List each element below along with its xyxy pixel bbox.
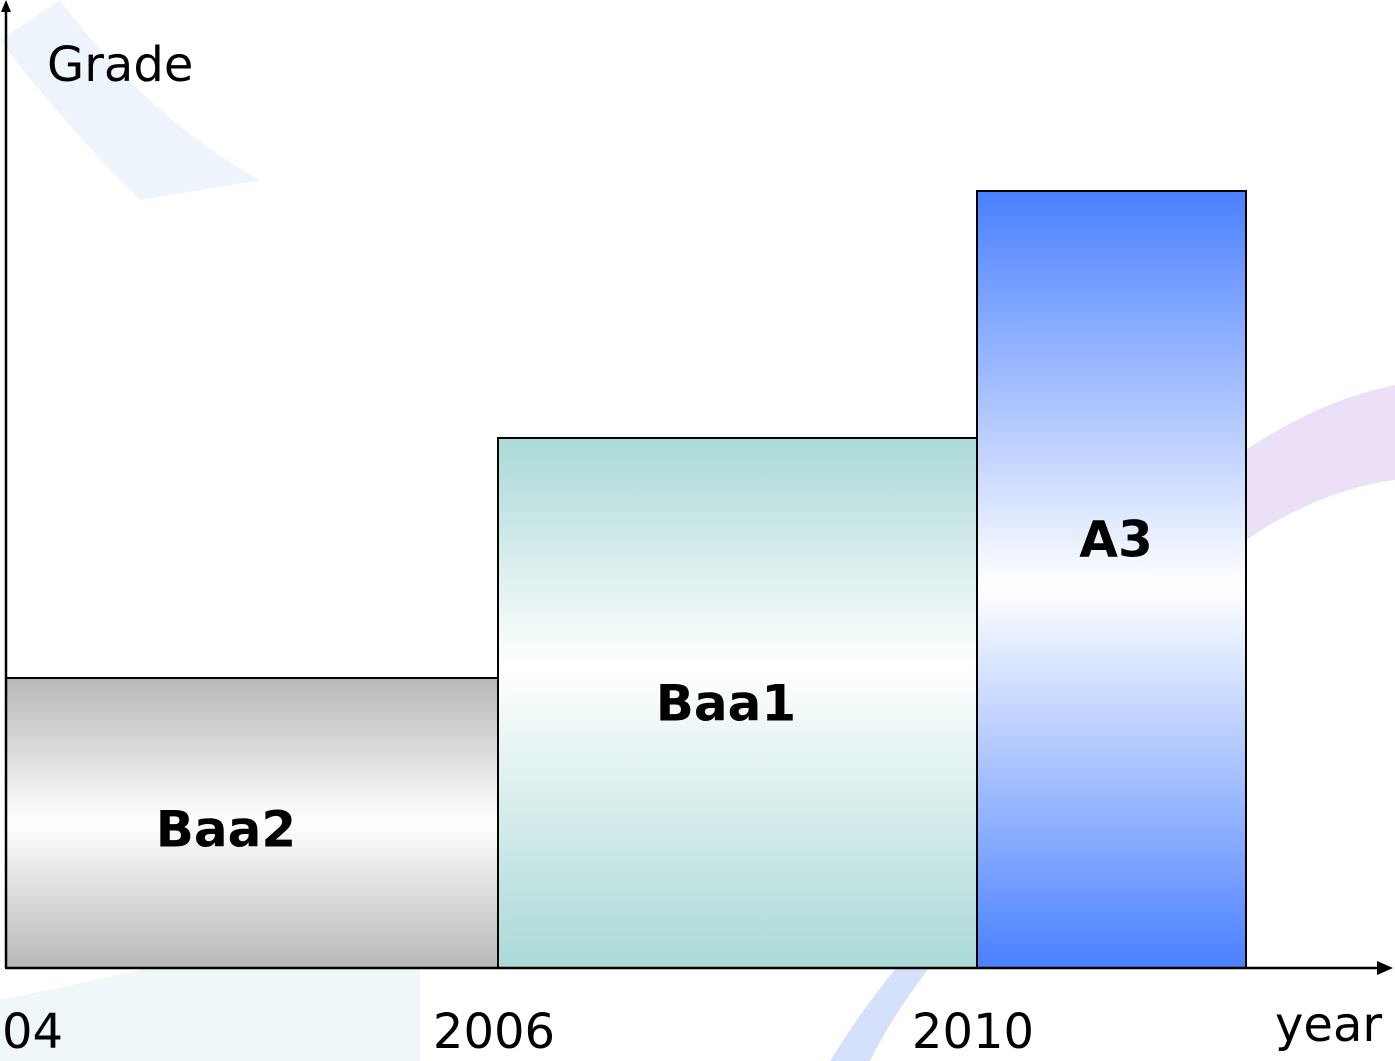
bar xyxy=(5,677,499,969)
bar-label: A3 xyxy=(1079,511,1153,569)
bar xyxy=(976,190,1247,969)
x-axis-label: year xyxy=(1275,997,1382,1053)
bar-label: Baa2 xyxy=(156,801,296,859)
background-swoosh xyxy=(0,0,260,200)
x-tick-label: 04 xyxy=(2,1004,63,1060)
x-tick-label: 2010 xyxy=(912,1004,1034,1060)
axis-arrow xyxy=(1377,961,1393,975)
axis-arrow xyxy=(1,0,11,12)
x-tick-label: 2006 xyxy=(433,1004,555,1060)
y-axis-label: Grade xyxy=(47,37,193,93)
background-swoosh xyxy=(1246,385,1395,540)
bar xyxy=(497,437,978,969)
bar-label: Baa1 xyxy=(656,675,796,733)
